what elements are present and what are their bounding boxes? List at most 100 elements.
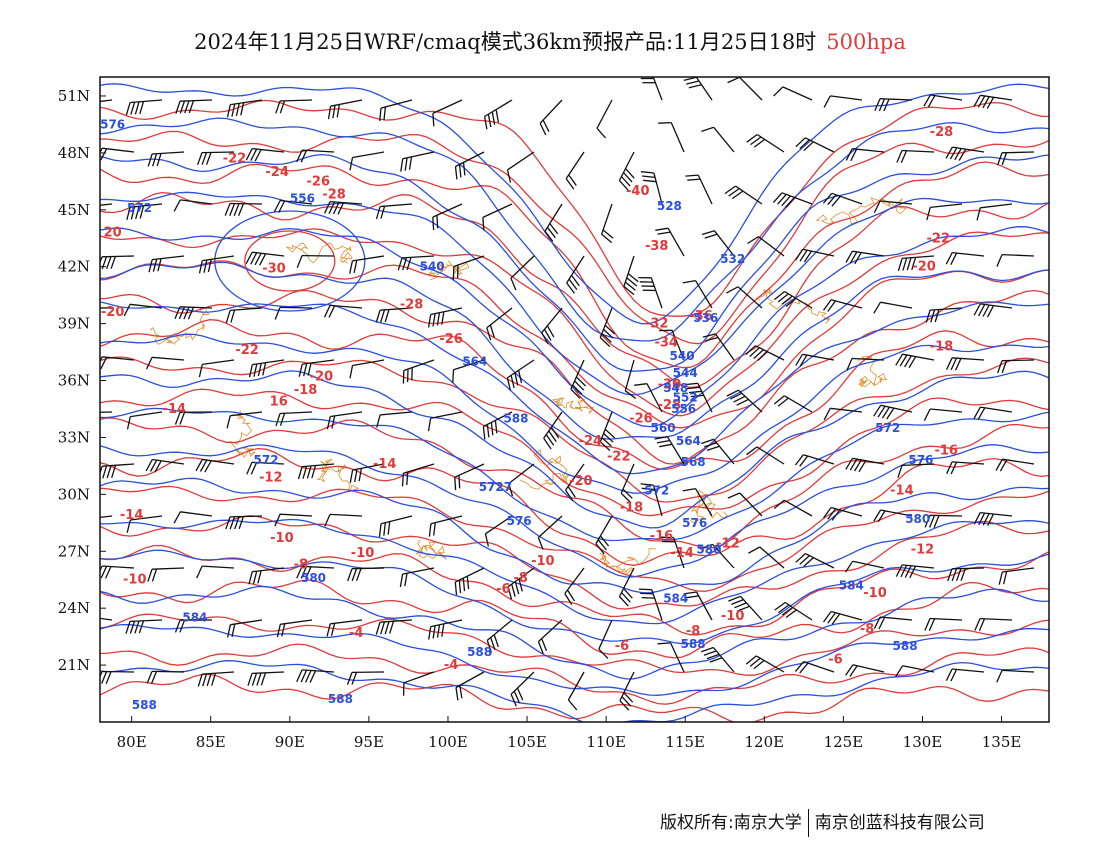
wind-barb	[924, 514, 963, 528]
wind-barb	[454, 567, 485, 596]
geopotential-line	[100, 585, 1049, 680]
wind-barb	[401, 463, 435, 487]
wind-barb	[640, 77, 663, 101]
wind-barb	[598, 619, 613, 659]
wind-barb	[599, 411, 616, 451]
wind-barb	[537, 619, 563, 654]
temperature-line	[100, 417, 1049, 549]
temperature-label: -4	[444, 658, 458, 673]
wind-barb	[326, 619, 363, 637]
temperature-label: -16	[934, 444, 958, 459]
wind-barb	[400, 151, 435, 172]
wind-barb	[126, 515, 163, 533]
wind-barb	[428, 515, 463, 537]
wind-barb	[146, 670, 185, 684]
wind-barb	[895, 353, 935, 369]
wind-barb	[700, 646, 735, 673]
wind-barb	[247, 671, 285, 686]
wind-barb	[125, 619, 163, 634]
geopotential-label: 576	[100, 117, 125, 131]
wind-barb	[873, 509, 913, 523]
lon-tick-label: 105E	[507, 733, 547, 751]
wind-barb	[701, 126, 735, 153]
wind-barb	[726, 286, 763, 309]
wind-barb	[483, 99, 513, 130]
wind-barb	[327, 99, 363, 120]
wind-barb	[822, 610, 863, 625]
geopotential-label: 576	[507, 514, 532, 528]
wind-barb	[873, 200, 913, 213]
wind-barb	[275, 99, 313, 114]
temperature-label: 20	[104, 226, 122, 241]
wind-barb	[455, 671, 485, 701]
temperature-label: -30	[262, 262, 286, 277]
wind-barb	[323, 304, 363, 318]
geopotential-label: 580	[905, 512, 930, 526]
geopotential-label: 528	[657, 199, 682, 213]
wind-barb	[349, 463, 385, 483]
temperature-label: -14	[163, 402, 187, 417]
wind-barb	[658, 121, 685, 153]
wind-barb	[926, 203, 963, 221]
wind-barb	[702, 333, 735, 361]
wind-barb	[701, 438, 735, 465]
wind-barb	[655, 227, 685, 257]
wind-barb	[507, 567, 535, 600]
temperature-line	[100, 228, 1049, 417]
temperature-line	[100, 613, 1049, 676]
boundary-line	[689, 489, 728, 527]
wind-barb	[454, 463, 485, 491]
geopotential-closed-low	[214, 210, 366, 312]
wind-barb	[895, 564, 935, 579]
temperature-label: -26	[629, 411, 653, 426]
wind-barb	[618, 151, 635, 191]
wind-barb	[100, 203, 113, 206]
temperature-label: -20	[569, 474, 593, 489]
geopotential-line	[100, 477, 1049, 594]
wind-barb	[226, 99, 263, 118]
wind-barb	[506, 359, 535, 391]
wind-barb	[248, 359, 285, 378]
temperature-label: -28	[400, 298, 424, 313]
wind-barb	[482, 203, 513, 231]
temperature-line	[100, 289, 1049, 465]
temperature-label: -14	[890, 484, 914, 499]
wind-barb	[682, 279, 713, 309]
temperature-label: -10	[531, 554, 555, 569]
wind-barb	[923, 94, 963, 108]
geopotential-line	[100, 191, 1049, 396]
temperature-label: -8	[513, 571, 527, 586]
wind-barb	[998, 567, 1035, 585]
temperature-line	[100, 130, 1049, 345]
wind-barb	[432, 203, 463, 231]
wind-barb	[684, 382, 713, 413]
wind-barb	[997, 359, 1035, 374]
wind-barb	[976, 203, 1013, 221]
temperature-label: -12	[259, 470, 283, 485]
wind-barb	[375, 307, 413, 323]
wind-barb	[618, 567, 635, 607]
wind-barb	[773, 499, 813, 517]
temperature-line	[100, 673, 1049, 722]
temperature-label: -28	[930, 125, 954, 140]
wind-barb	[427, 307, 463, 328]
wind-barb	[685, 174, 713, 205]
wind-barb	[567, 671, 585, 711]
wind-barb	[427, 411, 463, 432]
temperature-label: -18	[930, 339, 954, 354]
geopotential-label: 572	[875, 421, 900, 435]
boundary-line	[415, 539, 447, 560]
wind-barb	[895, 665, 935, 678]
lon-axis: 80E 85E 90E 95E 100E 105E 110E 115E 120E 125E 130E…	[117, 733, 1022, 751]
wind-barb	[822, 192, 863, 207]
wind-barb	[845, 148, 885, 162]
temperature-label: -32	[645, 317, 669, 332]
wind-barb	[822, 506, 863, 521]
plot-frame	[99, 76, 1050, 723]
geopotential-label: 564	[676, 434, 701, 448]
wind-barb	[726, 389, 763, 413]
wind-barb	[346, 671, 385, 685]
wind-barb	[226, 619, 263, 638]
wind-barb	[174, 306, 213, 320]
